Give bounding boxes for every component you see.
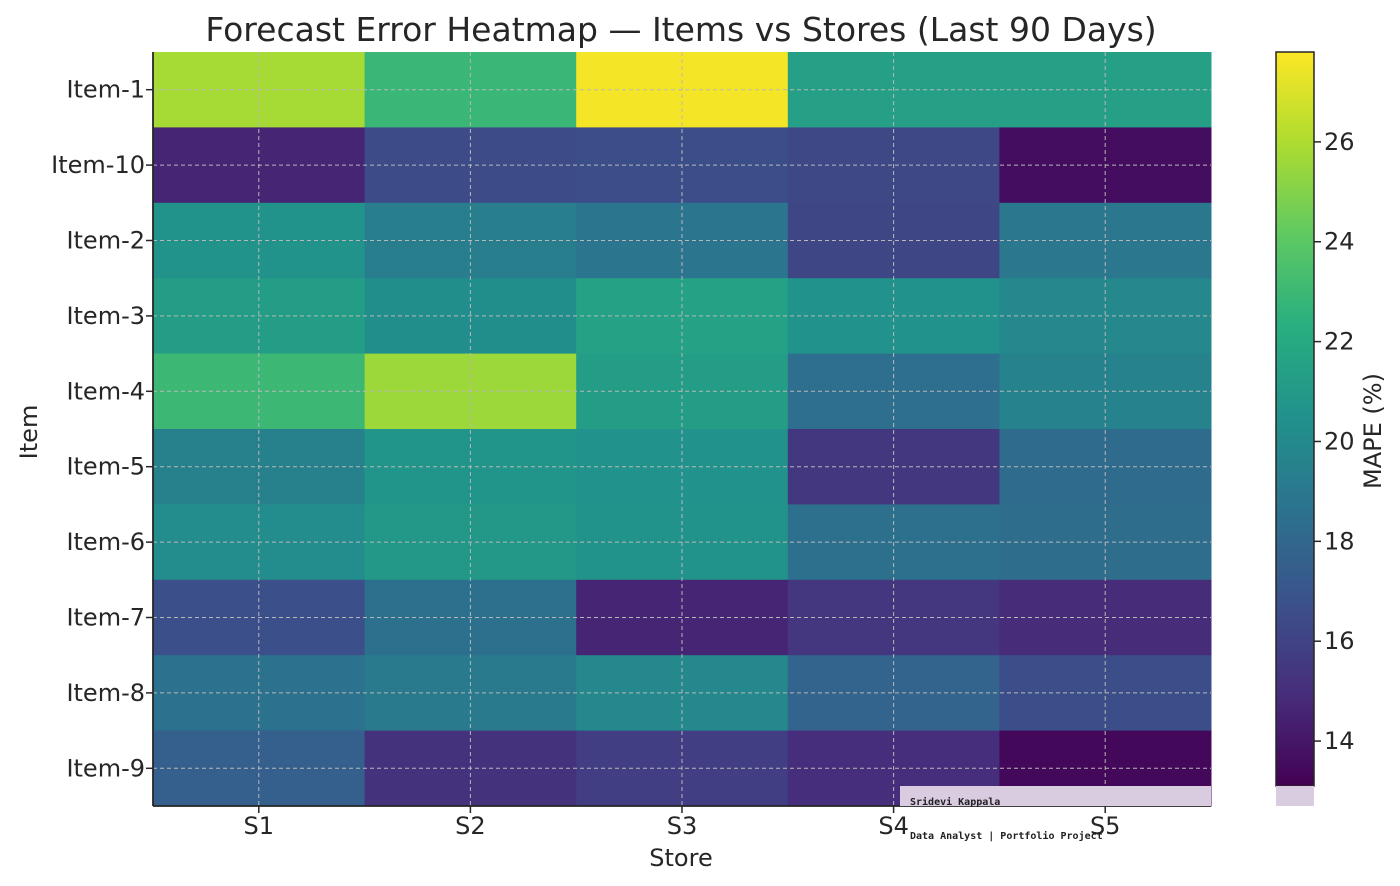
colorbar-tick-label: 16 (1324, 627, 1355, 655)
colorbar-tick-label: 20 (1324, 427, 1355, 455)
y-tick-label: Item-4 (66, 377, 145, 405)
colorbar-tick-label: 22 (1324, 328, 1355, 356)
x-tick-label: S5 (1090, 812, 1121, 840)
colorbar-ticks: 14 16 18 20 22 24 26 (1314, 128, 1355, 755)
y-tick-label: Item-5 (66, 453, 145, 481)
watermark: Sridevi Kappala Data Analyst | Portfolio… (900, 786, 1211, 842)
y-axis-label: Item (15, 405, 43, 460)
x-tick-labels: S1 S2 S3 S4 S5 (244, 806, 1121, 840)
y-tick-label: Item-9 (66, 754, 145, 782)
colorbar-tick-label: 24 (1324, 228, 1355, 256)
grid-lines (153, 52, 1211, 806)
colorbar-tick-label: 18 (1324, 527, 1355, 555)
watermark-name: Sridevi Kappala (910, 796, 1000, 808)
watermark-subtitle: Data Analyst | Portfolio Project (910, 830, 1103, 842)
x-tick-label: S1 (244, 812, 275, 840)
colorbar (1275, 51, 1315, 787)
watermark-box (900, 786, 1211, 806)
x-tick-label: S3 (667, 812, 698, 840)
y-tick-label: Item-3 (66, 302, 145, 330)
y-tick-label: Item-1 (66, 76, 145, 104)
x-tick-label: S2 (455, 812, 486, 840)
chart-title: Forecast Error Heatmap — Items vs Stores… (205, 10, 1156, 49)
colorbar-tick-label: 26 (1324, 128, 1355, 156)
y-tick-label: Item-2 (66, 227, 145, 255)
y-tick-labels: Item-1 Item-10 Item-2 Item-3 Item-4 Item-5 Ite… (51, 76, 153, 782)
colorbar-label: MAPE (%) (1359, 373, 1387, 489)
y-tick-label: Item-6 (66, 528, 145, 556)
y-tick-label: Item-8 (66, 679, 145, 707)
y-tick-label: Item-7 (66, 604, 145, 632)
colorbar-tick-label: 14 (1324, 727, 1355, 755)
x-axis-label: Store (649, 844, 712, 872)
colorbar-watermark-strip (1276, 786, 1314, 806)
x-tick-label: S4 (878, 812, 909, 840)
y-tick-label: Item-10 (51, 151, 145, 179)
